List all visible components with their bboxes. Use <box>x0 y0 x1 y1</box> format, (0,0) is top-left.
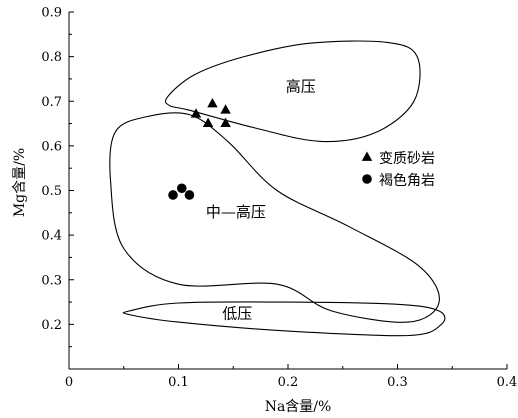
x-axis-ticks: 0 0.1 0.2 0.3 0.4 <box>65 364 517 390</box>
x-tick-label: 0.3 <box>387 375 408 390</box>
triangle-point <box>207 97 218 108</box>
y-tick-label: 0.6 <box>41 139 62 154</box>
legend-item-brown-hornfels: 褐色角岩 <box>362 172 435 189</box>
region-outline-1 <box>109 112 440 323</box>
x-tick-label: 0.2 <box>278 375 299 390</box>
legend: 变质砂岩 褐色角岩 <box>361 151 435 189</box>
data-points <box>168 97 231 200</box>
y-tick-label: 0.8 <box>41 50 62 65</box>
triangle-point <box>220 117 231 127</box>
y-tick-label: 0.3 <box>41 273 62 288</box>
circle-point <box>168 190 178 200</box>
x-tick-label: 0.1 <box>168 375 189 390</box>
y-tick-label: 0.9 <box>41 6 62 21</box>
y-tick-label: 0.5 <box>41 184 62 199</box>
y-tick-label: 0.2 <box>41 318 62 333</box>
triangle-point <box>220 104 231 114</box>
legend-label: 变质砂岩 <box>379 151 435 167</box>
region-label-0: 高压 <box>286 77 316 95</box>
triangle-point <box>202 117 214 127</box>
circle-point <box>184 190 195 200</box>
y-axis-ticks: 0.2 0.3 0.4 0.5 0.6 0.7 0.8 0.9 <box>41 6 74 348</box>
y-axis-title: Mg含量/% <box>12 148 28 217</box>
legend-label: 褐色角岩 <box>379 172 435 189</box>
circle-point <box>176 183 187 194</box>
legend-item-metasandstone: 变质砂岩 <box>361 151 435 167</box>
x-axis-title: Na含量/% <box>265 399 332 415</box>
legend-triangle-marker <box>361 151 373 161</box>
legend-circle-marker <box>362 174 372 184</box>
x-tick-label: 0 <box>65 375 73 390</box>
y-tick-label: 0.4 <box>41 229 62 244</box>
region-outline-0 <box>164 40 421 143</box>
y-tick-label: 0.7 <box>41 95 62 110</box>
x-tick-label: 0.4 <box>497 375 518 390</box>
region-label-2: 低压 <box>222 305 252 323</box>
region-outline-2 <box>122 301 446 337</box>
region-label-1: 中—高压 <box>206 203 266 221</box>
triangle-point <box>190 108 202 118</box>
